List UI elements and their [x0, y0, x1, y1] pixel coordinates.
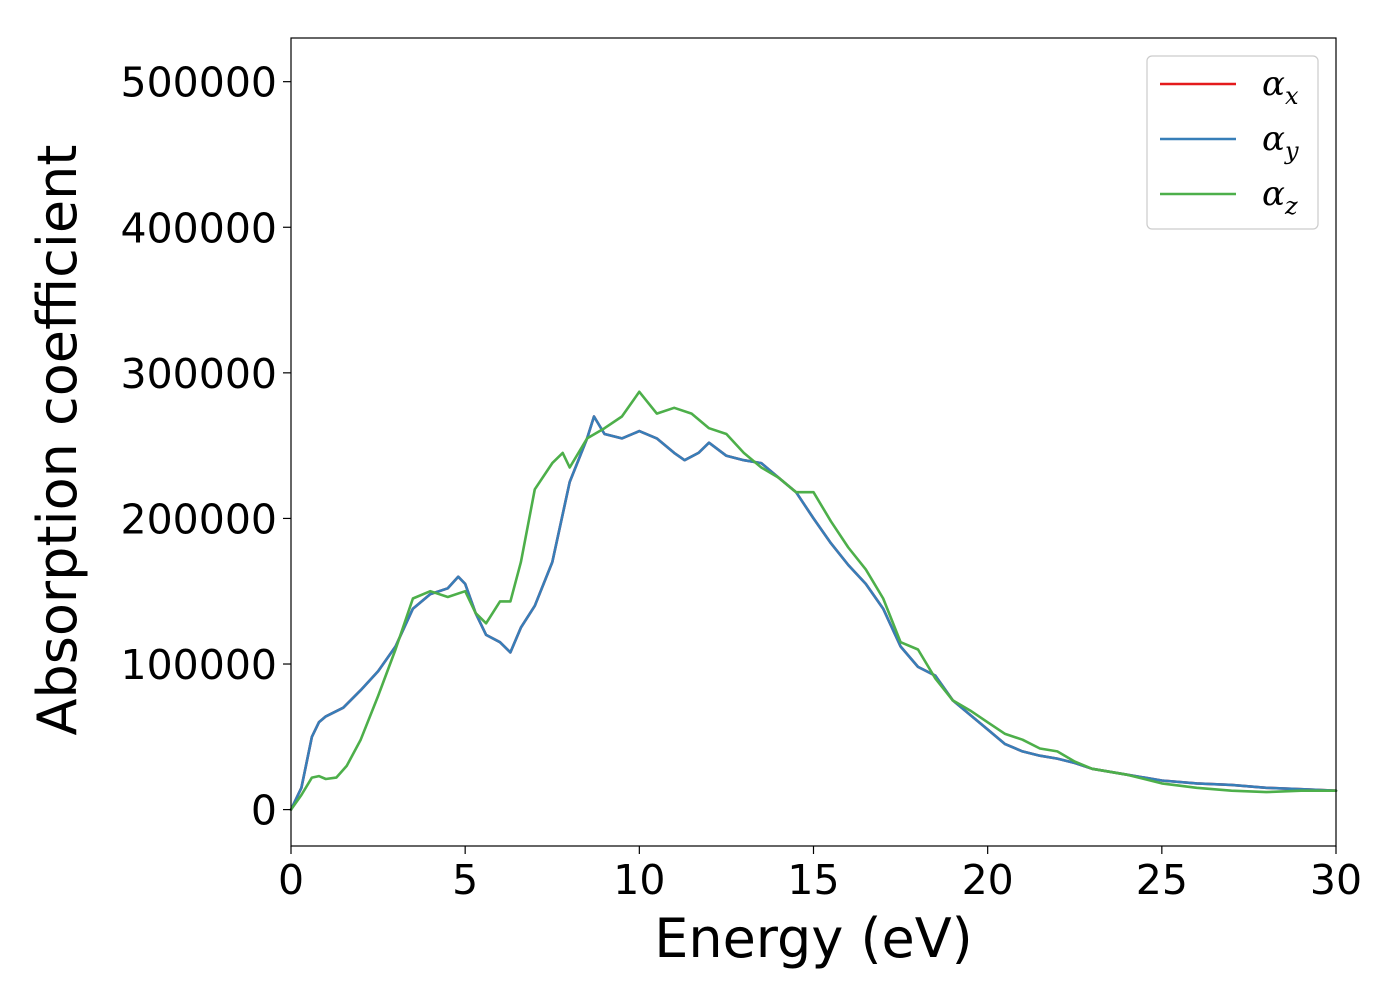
x-tick-label: 5 [452, 856, 478, 904]
y-tick-label: 400000 [120, 204, 277, 252]
y-axis: 0 100000 200000 300000 400000 500000 [120, 59, 291, 835]
x-tick-label: 10 [613, 856, 665, 904]
y-tick-label: 0 [251, 787, 277, 835]
legend-label-z: αz [1262, 174, 1298, 220]
y-tick-label: 500000 [120, 59, 277, 107]
x-tick-label: 0 [278, 856, 304, 904]
series-line-z [289, 390, 1338, 811]
x-tick-label: 25 [1136, 856, 1188, 904]
legend: αx αy αz [1146, 55, 1319, 230]
series-line-y [289, 415, 1338, 811]
legend-box [1146, 55, 1319, 230]
series-layer [289, 390, 1338, 811]
y-axis-title: Absorption coefficient [26, 145, 89, 736]
y-tick-label: 300000 [120, 350, 277, 398]
y-tick-label: 100000 [120, 641, 277, 689]
legend-label-x: αx [1262, 64, 1299, 110]
x-tick-label: 20 [962, 856, 1014, 904]
x-tick-label: 15 [787, 856, 839, 904]
x-axis-title: Energy (eV) [654, 907, 973, 970]
legend-label-y: αy [1262, 119, 1299, 165]
x-tick-label: 30 [1310, 856, 1362, 904]
y-tick-label: 200000 [120, 495, 277, 543]
x-axis: 0 5 10 15 20 25 30 [278, 846, 1362, 904]
